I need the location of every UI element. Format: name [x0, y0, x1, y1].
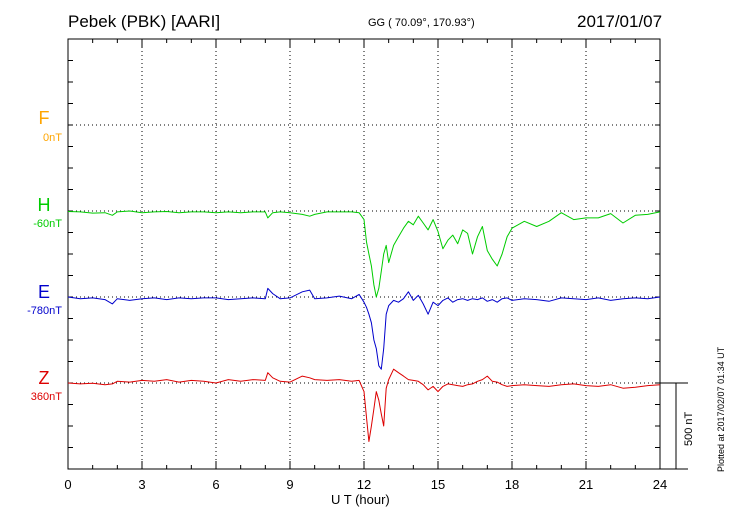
series-layer [67, 210, 661, 442]
station-coordinates: GG ( 70.09°, 170.93°) [368, 17, 475, 29]
grid-layer [68, 39, 660, 469]
x-tick-label: 15 [431, 477, 445, 492]
x-tick-label: 3 [138, 477, 145, 492]
component-offset-e: -780nT [27, 305, 62, 317]
component-offset-h: -60nT [33, 218, 62, 230]
plotted-timestamp: Plotted at 2017/02/07 01:34 UT [716, 346, 726, 472]
series-line-h [67, 210, 661, 298]
component-offset-z: 360nT [30, 391, 62, 403]
series-line-z [67, 368, 661, 442]
station-title: Pebek (PBK) [AARI] [68, 12, 221, 31]
component-letter-f: F [38, 108, 50, 128]
x-tick-label: 0 [64, 477, 71, 492]
x-tick-label: 12 [357, 477, 371, 492]
x-tick-label: 9 [286, 477, 293, 492]
component-letter-h: H [37, 195, 51, 215]
x-tick-label: 18 [505, 477, 519, 492]
x-axis-label: U T (hour) [331, 492, 390, 507]
scale-bar-label: 500 nT [683, 411, 695, 446]
scale-bar [660, 382, 688, 470]
x-tick-label: 24 [653, 477, 667, 492]
x-tick-label: 21 [579, 477, 593, 492]
x-tick-label: 6 [212, 477, 219, 492]
tick-layer: 0 3 6 9 12 15 18 21 24 [64, 39, 667, 492]
component-letter-z: Z [38, 368, 50, 388]
series-line-e [67, 287, 661, 370]
component-letter-e: E [37, 282, 50, 302]
chart-date: 2017/01/07 [577, 12, 663, 31]
component-offset-f: 0nT [43, 132, 62, 144]
